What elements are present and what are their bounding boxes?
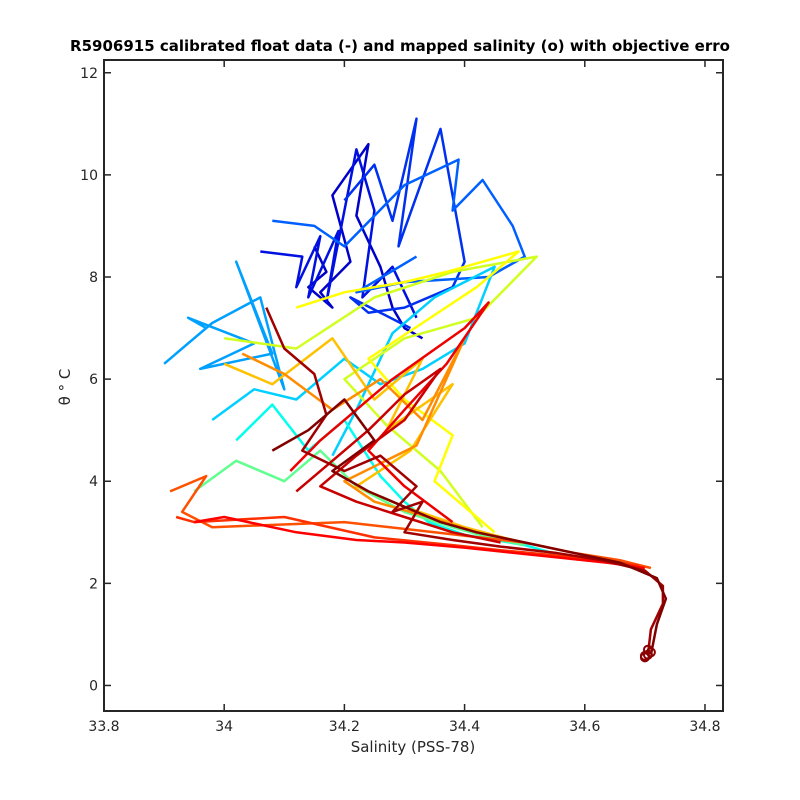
x-tick-label: 34.6: [569, 719, 600, 735]
y-tick-label: 12: [80, 66, 98, 82]
float-profile-line-4: [272, 158, 526, 294]
y-tick-label: 10: [80, 168, 98, 184]
float-profile-line-15: [193, 515, 646, 570]
y-tick-label: 6: [89, 372, 98, 388]
series-layer: [163, 117, 668, 663]
float-profile-line-5: [163, 260, 286, 391]
x-tick-label: 34.8: [689, 719, 720, 735]
float-profile-line-9: [224, 255, 538, 528]
y-tick-label: 8: [89, 270, 98, 286]
x-tick-label: 34: [215, 719, 233, 735]
x-tick-label: 34.2: [329, 719, 360, 735]
y-tick-label: 0: [89, 678, 98, 694]
float-profile-line-19: [271, 398, 668, 656]
x-axis-label: Salinity (PSS-78): [351, 738, 476, 756]
y-axis: 0 2 4 6 8 10 12: [80, 66, 723, 694]
float-profile-line-3: [343, 117, 466, 330]
float-profile-line-2: [260, 148, 418, 319]
y-tick-label: 4: [89, 474, 98, 490]
plot-frame: [103, 59, 724, 712]
float-profile-line-12: [241, 337, 525, 544]
x-tick-label: 34.4: [449, 719, 480, 735]
x-tick-label: 33.8: [88, 719, 119, 735]
float-profile-line-7: [235, 403, 586, 562]
y-tick-label: 2: [89, 576, 98, 592]
float-profile-line-16: [289, 301, 490, 524]
mapped-salinity-point: [639, 650, 650, 661]
float-profile-line-1: [307, 142, 424, 340]
chart-title: R5906915 calibrated float data (-) and m…: [70, 37, 730, 55]
float-profile-line-10: [295, 250, 520, 534]
x-axis: 33.8 34 34.2 34.4 34.6 34.8: [88, 60, 721, 735]
y-axis-label: θ ° C: [56, 369, 74, 406]
